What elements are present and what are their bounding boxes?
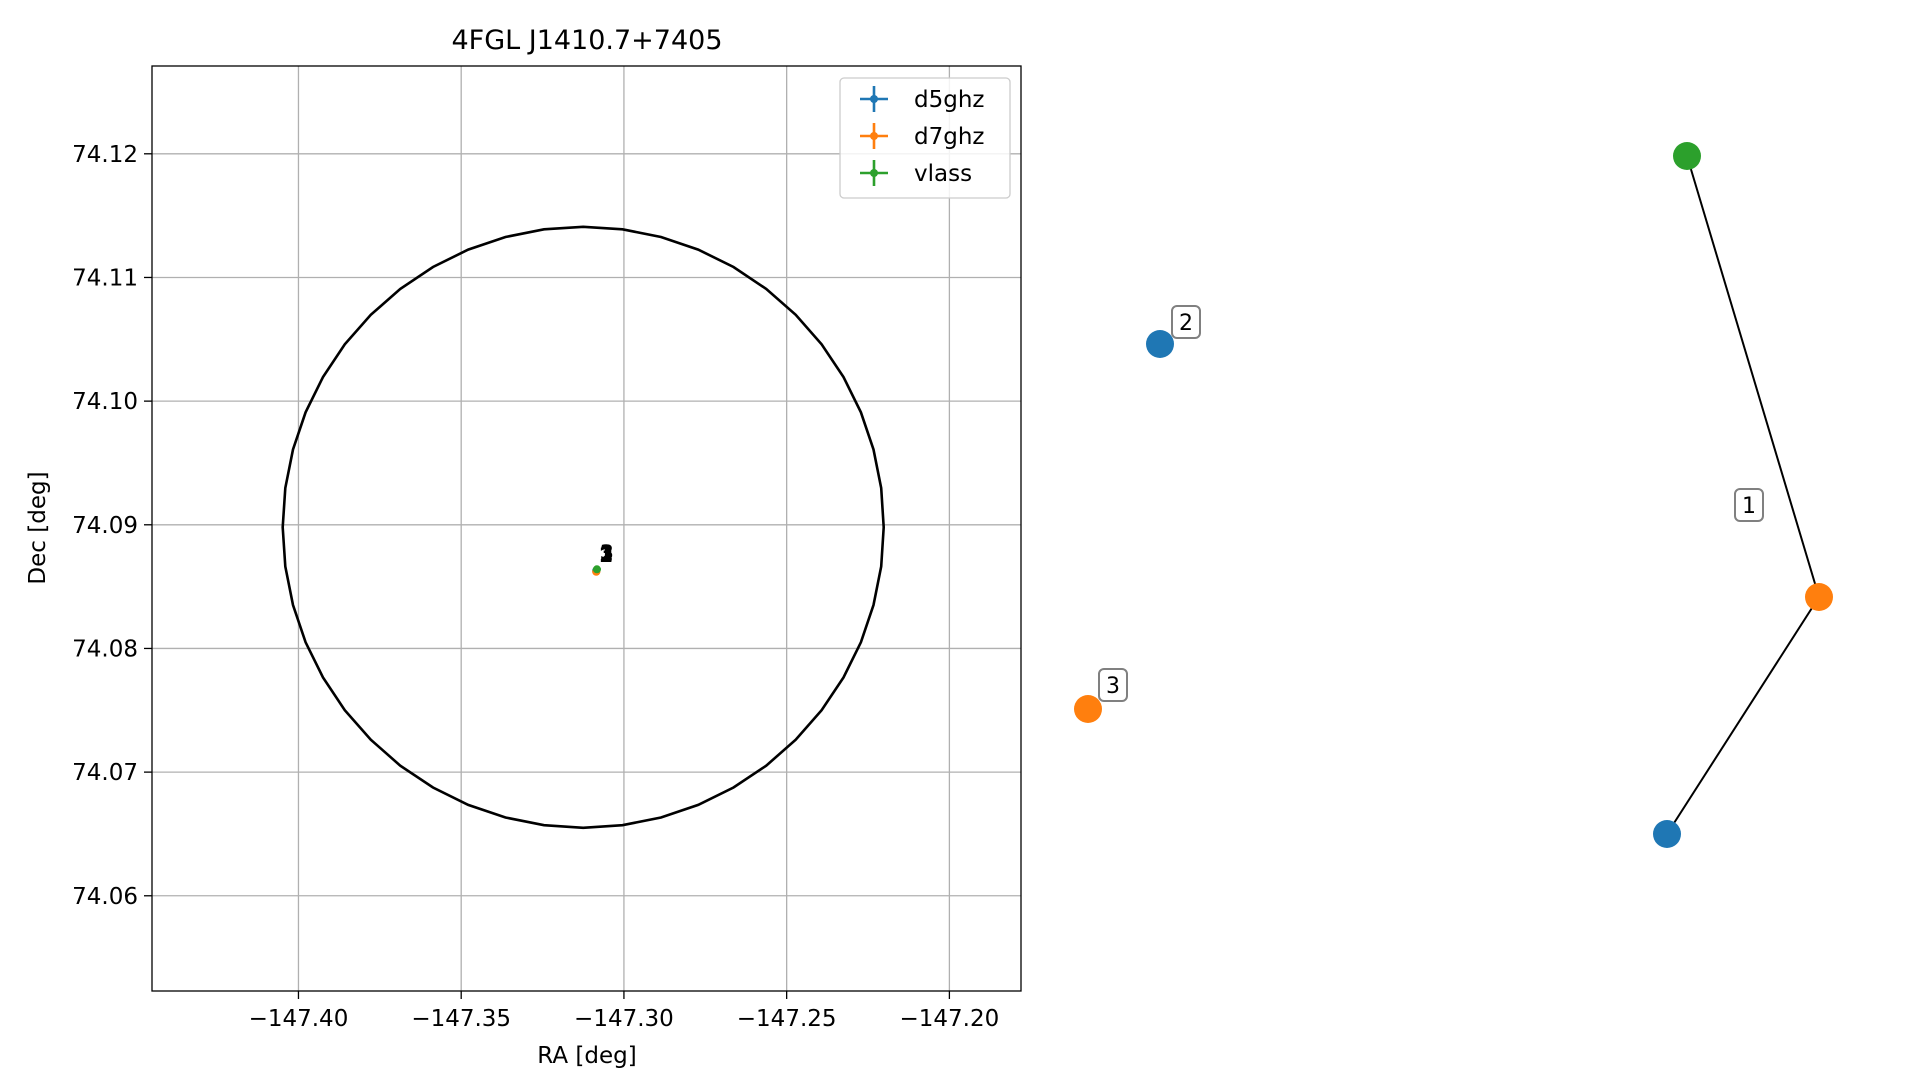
node-orange-right — [1805, 583, 1833, 611]
y-tick-label: 74.06 — [72, 884, 138, 910]
x-ticks: −147.40 −147.35 −147.30 −147.25 −147.20 — [249, 991, 1000, 1032]
y-axis-label: Dec [deg] — [25, 471, 51, 584]
point-label-vlass: 3 — [600, 540, 614, 564]
legend: d5ghz d7ghz vlass — [839, 77, 1011, 199]
legend-box — [839, 77, 1011, 199]
scatter-panel: 123 −147.40 −147.35 −147.30 −147.25 −147.20 … — [25, 25, 1022, 1069]
node-label-3: 3 — [1098, 668, 1128, 702]
svg-text:3: 3 — [1106, 674, 1120, 699]
y-ticks: 74.06 74.07 74.08 74.09 74.10 74.11 74.12 — [72, 142, 152, 910]
point-label-d5ghz: 1 — [599, 542, 613, 566]
y-tick-label: 74.10 — [72, 389, 138, 415]
y-tick-label: 74.12 — [72, 142, 138, 168]
network-panel: 2 3 1 — [1074, 142, 1833, 848]
x-tick-label: −147.35 — [411, 1006, 511, 1032]
axes-frame — [151, 65, 1022, 992]
node-label-2: 2 — [1171, 305, 1201, 339]
chart-title: 4FGL J1410.7+7405 — [451, 25, 722, 56]
svg-text:2: 2 — [1179, 311, 1193, 336]
y-tick-label: 74.07 — [72, 760, 138, 786]
y-tick-label: 74.08 — [72, 636, 138, 662]
legend-marker-vlass — [870, 169, 878, 177]
svg-text:1: 1 — [1742, 494, 1756, 519]
grid — [152, 66, 1021, 991]
x-axis-label: RA [deg] — [537, 1043, 636, 1069]
plot-area: 123 — [281, 225, 886, 830]
y-tick-label: 74.09 — [72, 513, 138, 539]
edge-label-1: 1 — [1734, 488, 1764, 522]
edge-green-orange — [1686, 155, 1820, 598]
point-label-d7ghz: 2 — [599, 543, 613, 567]
markers: 123 — [592, 540, 614, 576]
x-tick-label: −147.30 — [574, 1006, 674, 1032]
node-blue-left — [1146, 330, 1174, 358]
x-tick-label: −147.40 — [249, 1006, 349, 1032]
point-vlass — [592, 565, 601, 574]
legend-label-d7ghz: d7ghz — [914, 124, 984, 150]
fermi-circle — [281, 225, 886, 830]
legend-label-d5ghz: d5ghz — [914, 87, 984, 113]
legend-marker-d7ghz — [870, 132, 878, 140]
node-green — [1673, 142, 1701, 170]
node-blue-bottom — [1653, 820, 1681, 848]
y-tick-label: 74.11 — [72, 265, 138, 291]
x-tick-label: −147.20 — [900, 1006, 1000, 1032]
legend-marker-d5ghz — [870, 95, 878, 103]
node-orange-left — [1074, 695, 1102, 723]
edge-orange-blue — [1666, 596, 1820, 835]
legend-label-vlass: vlass — [914, 161, 972, 187]
x-tick-label: −147.25 — [737, 1006, 837, 1032]
